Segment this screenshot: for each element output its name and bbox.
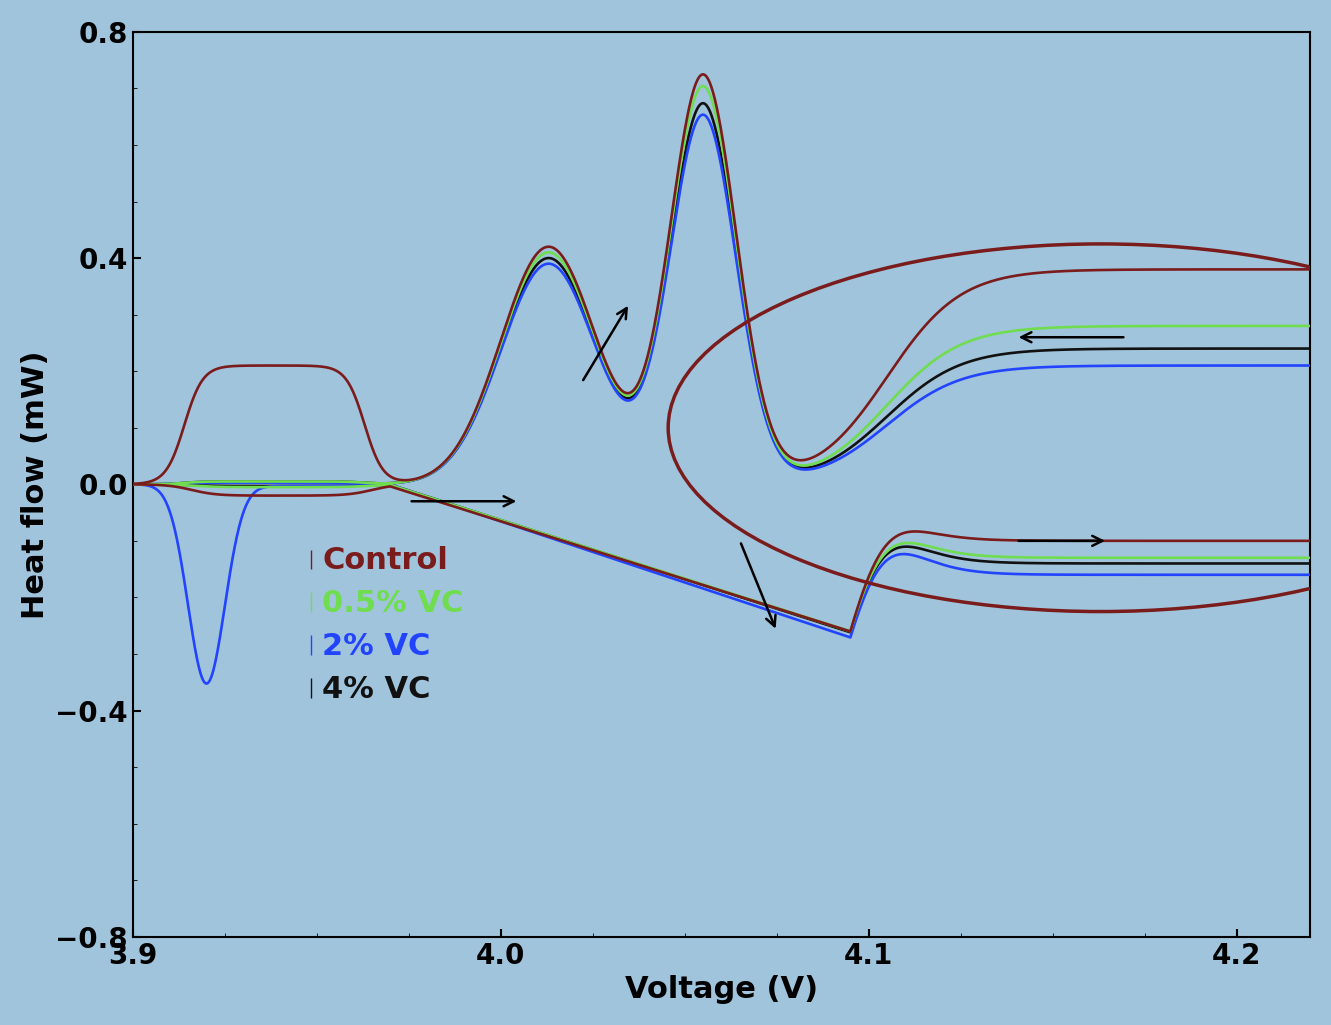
X-axis label: Voltage (V): Voltage (V) xyxy=(626,975,819,1004)
Y-axis label: Heat flow (mW): Heat flow (mW) xyxy=(21,351,49,618)
Legend: Control, 0.5% VC, 2% VC, 4% VC: Control, 0.5% VC, 2% VC, 4% VC xyxy=(299,535,475,714)
